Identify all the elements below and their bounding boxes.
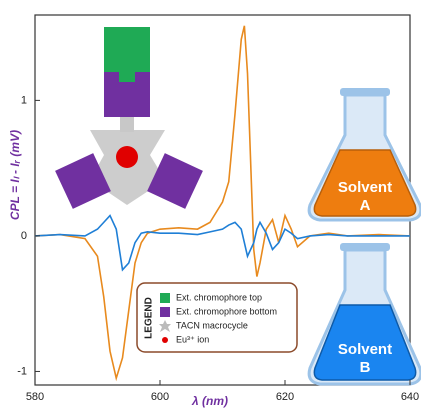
flask-label: A [360, 197, 371, 214]
chart: λ (nm) CPL = Iₗ - Iᵣ (mV) -1 0 1 580 600 620 6… [0, 0, 421, 410]
legend-label: Ext. chromophore top [176, 292, 262, 302]
x-tick-label: 600 [151, 391, 169, 403]
y-tick-label: 1 [21, 94, 27, 106]
x-axis-label: λ (nm) [191, 394, 228, 408]
flask-label: B [360, 359, 371, 376]
legend-label: Eu³⁺ ion [176, 334, 209, 344]
flask-label: Solvent [338, 341, 392, 358]
legend-label: TACN macrocycle [176, 320, 248, 330]
legend-title: LEGEND [144, 297, 155, 339]
y-tick-label: 0 [21, 230, 27, 242]
legend-icon [160, 307, 170, 317]
molecule-diagram [55, 27, 203, 209]
legend-label: Ext. chromophore bottom [176, 306, 277, 316]
legend-icon [162, 337, 168, 343]
x-tick-label: 620 [276, 391, 294, 403]
y-axis-label: CPL = Iₗ - Iᵣ (mV) [8, 130, 22, 220]
y-tick-label: -1 [17, 365, 27, 377]
flask-label: Solvent [338, 179, 392, 196]
legend-icon [160, 293, 170, 303]
x-tick-label: 640 [401, 391, 419, 403]
x-tick-label: 580 [26, 391, 44, 403]
